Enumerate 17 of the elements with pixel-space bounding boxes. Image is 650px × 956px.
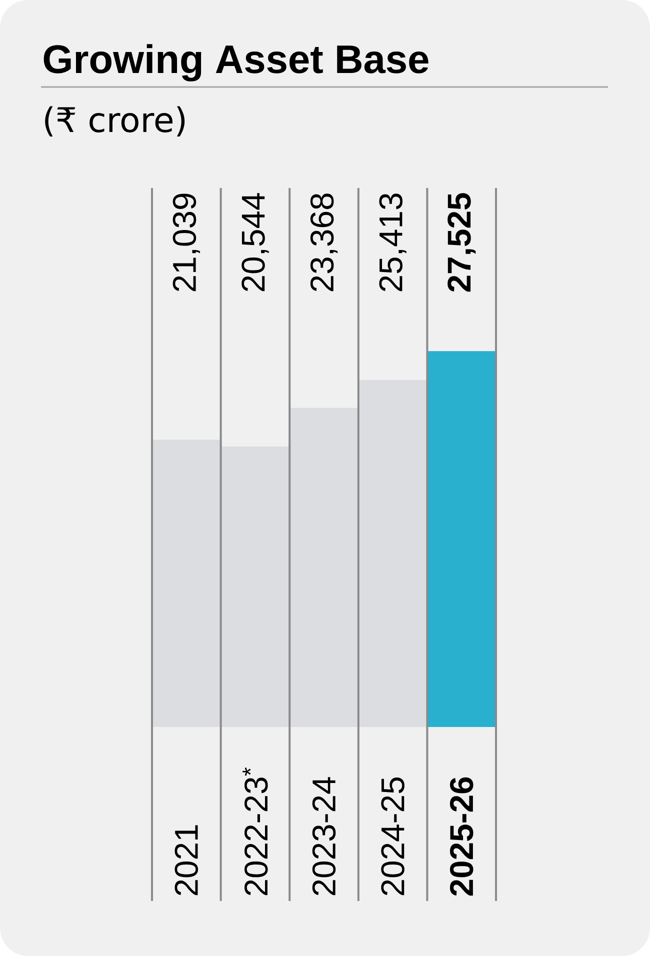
bar — [427, 351, 496, 727]
data-label: 23,368 — [310, 194, 338, 292]
x-tick-label: 2024-25 — [381, 778, 404, 896]
bar — [152, 440, 221, 727]
data-label: 21,039 — [172, 194, 200, 292]
data-label: 20,544 — [242, 193, 269, 292]
bar — [290, 408, 358, 727]
data-label: 25,413 — [379, 194, 406, 292]
x-tick-label: 2025-26 — [450, 777, 474, 896]
bar — [220, 446, 290, 727]
x-tick-label: 2021 — [174, 825, 198, 896]
data-label: 27,525 — [448, 193, 476, 292]
chart-title: Growing Asset Base — [44, 44, 428, 82]
x-tick-label: 2022-23$^{*}$ — [242, 768, 268, 896]
bar — [358, 380, 428, 727]
chart-subtitle: (₹ crore) — [45, 106, 185, 136]
x-tick-label: 2023-24 — [312, 777, 336, 896]
